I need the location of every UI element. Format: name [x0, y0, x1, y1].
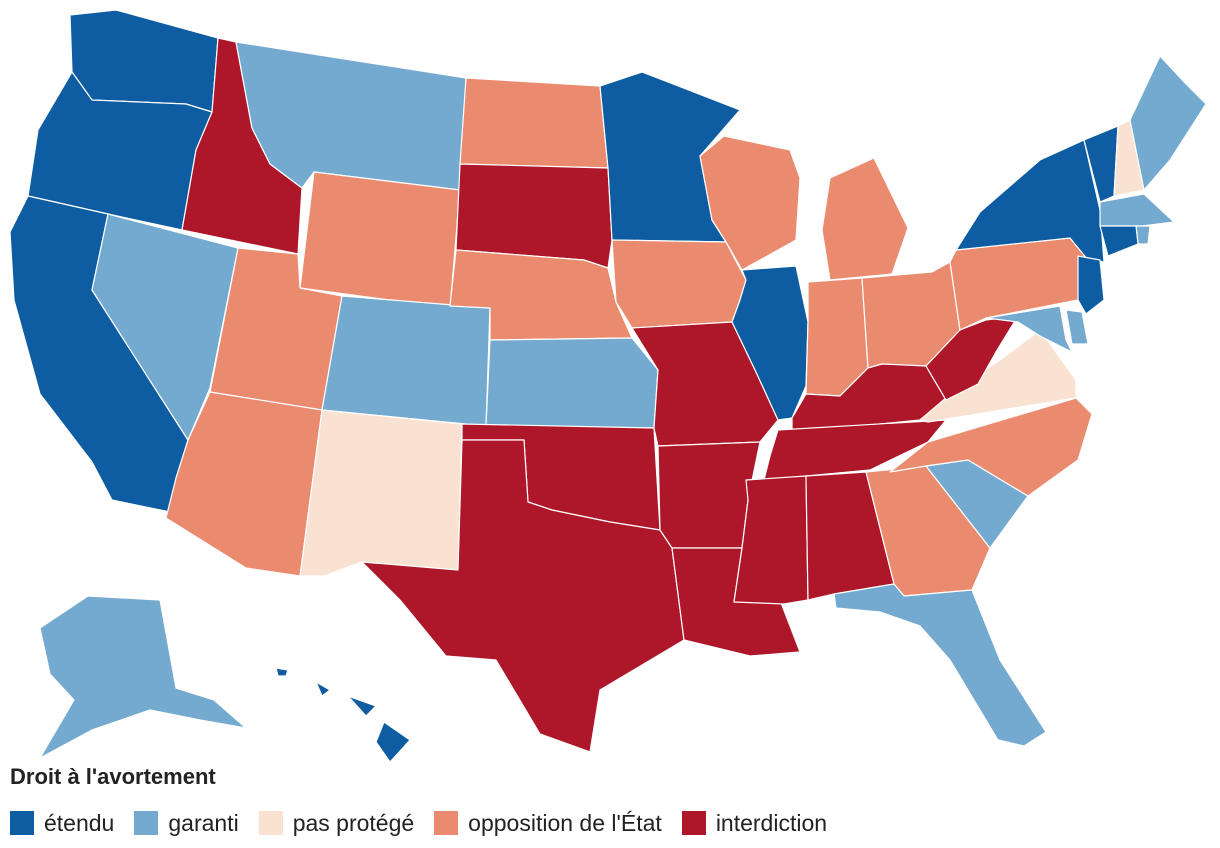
legend-swatch: [434, 811, 459, 835]
state-IA[interactable]: [611, 239, 747, 329]
legend-label: pas protégé: [292, 809, 415, 836]
legend-item-interdiction: interdiction: [681, 809, 828, 837]
legend-label: interdiction: [715, 809, 828, 836]
state-DE[interactable]: [1065, 309, 1089, 345]
state-MD[interactable]: [985, 305, 1073, 353]
legend-label: opposition de l'État: [468, 809, 662, 836]
legend-label: étendu: [44, 809, 115, 836]
state-HI[interactable]: [275, 667, 411, 763]
legend-swatch: [134, 811, 159, 835]
state-TN[interactable]: [763, 419, 947, 481]
state-FL[interactable]: [833, 583, 1047, 747]
us-states-map: [9, 9, 1207, 763]
state-NC[interactable]: [889, 397, 1093, 497]
state-KS[interactable]: [485, 337, 659, 429]
state-CO[interactable]: [321, 295, 491, 427]
state-NV[interactable]: [91, 213, 239, 441]
state-IL[interactable]: [731, 265, 809, 421]
state-TX[interactable]: [361, 439, 685, 753]
state-MI[interactable]: [821, 157, 909, 281]
state-MA[interactable]: [1099, 193, 1175, 227]
legend-item-opposition: opposition de l'État: [434, 810, 662, 837]
state-ND[interactable]: [459, 77, 609, 169]
legend-swatch: [681, 811, 706, 835]
state-CT[interactable]: [1099, 225, 1139, 257]
state-WY[interactable]: [299, 171, 461, 309]
legend-item-etendu: étendu: [10, 810, 114, 837]
legend-swatch: [258, 811, 283, 835]
legend: étendu garanti pas protégé opposition de…: [10, 806, 847, 840]
state-ME[interactable]: [1129, 55, 1207, 191]
state-NM[interactable]: [299, 409, 463, 577]
state-NJ[interactable]: [1077, 255, 1105, 315]
legend-title: Droit à l'avortement: [10, 764, 216, 789]
state-WI[interactable]: [699, 135, 801, 271]
legend-swatch: [10, 811, 34, 835]
legend-item-pas-protege: pas protégé: [258, 809, 415, 837]
legend-item-garanti: garanti: [134, 809, 239, 837]
state-WA[interactable]: [69, 9, 219, 113]
legend-label: garanti: [168, 809, 239, 836]
state-AK[interactable]: [39, 595, 247, 759]
